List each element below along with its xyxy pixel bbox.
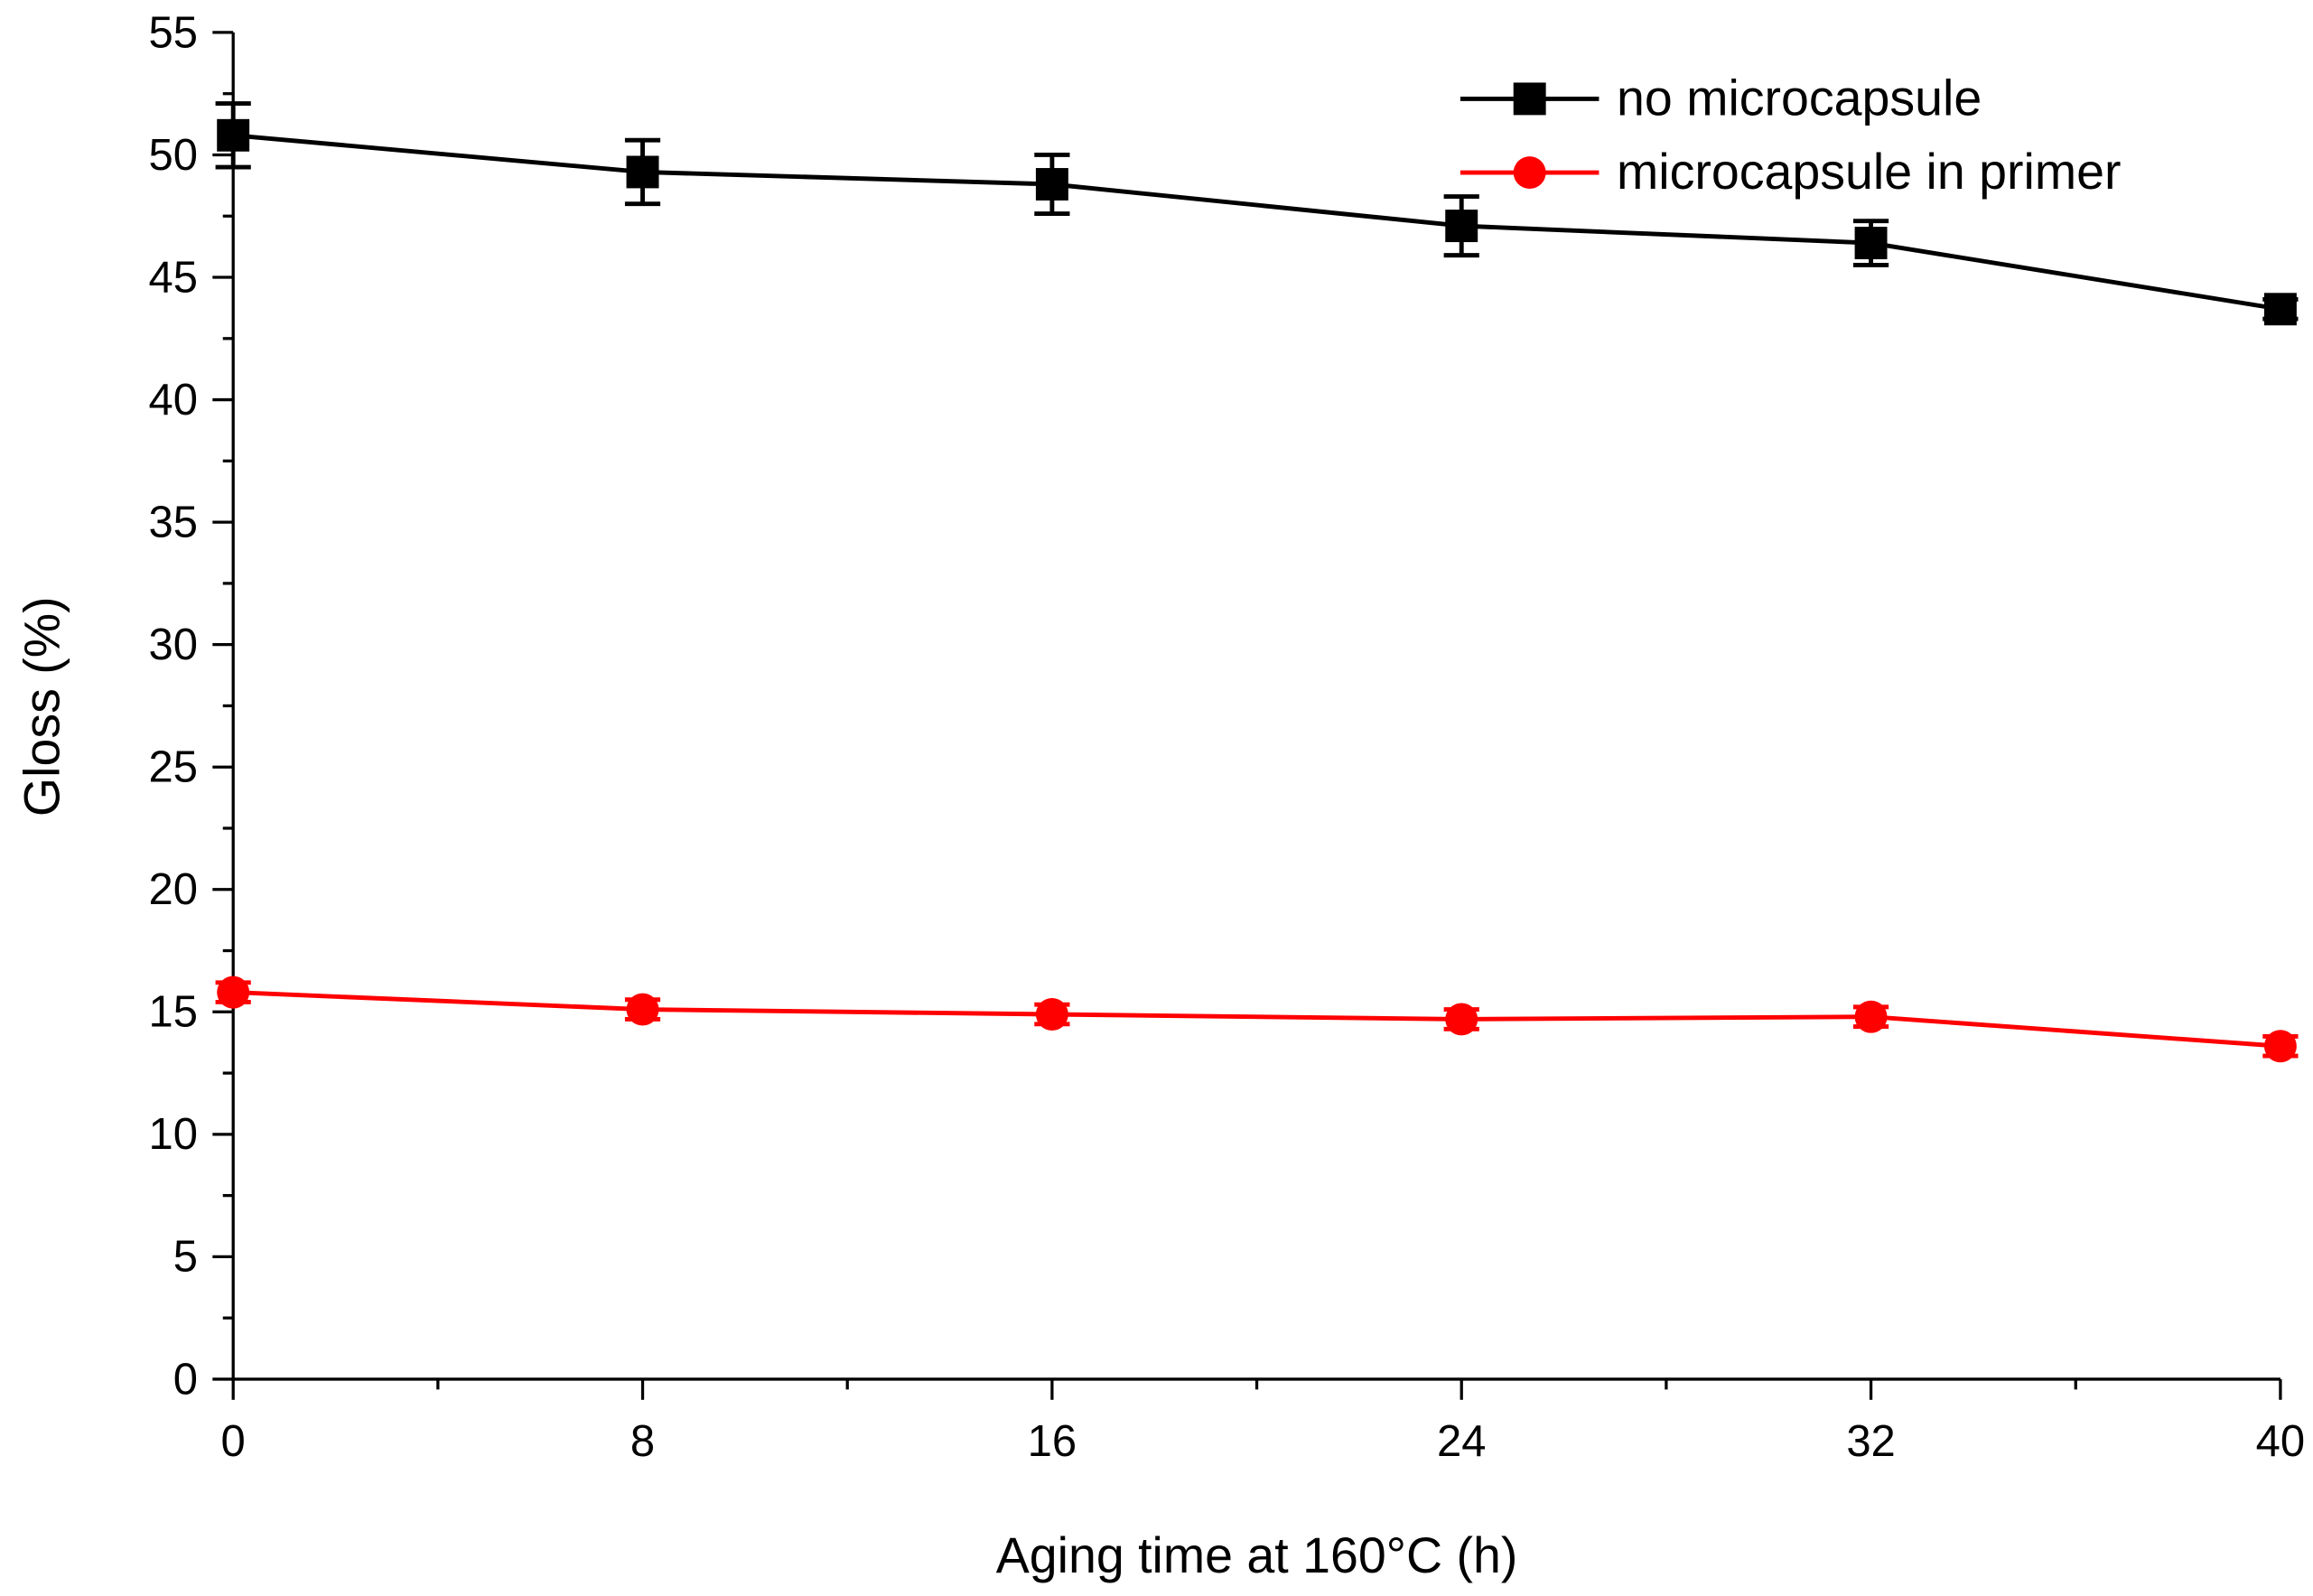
data-point <box>2263 1030 2297 1063</box>
data-point <box>217 118 250 152</box>
y-tick-label: 20 <box>148 865 197 914</box>
x-tick-label: 24 <box>1437 1417 1487 1466</box>
legend-label: microcapsule in primer <box>1617 144 2121 200</box>
y-tick-label: 5 <box>173 1233 198 1282</box>
x-tick-label: 40 <box>2256 1417 2306 1466</box>
series-line <box>232 133 2281 312</box>
data-point <box>1854 1000 1888 1033</box>
y-tick-label: 15 <box>148 988 197 1037</box>
x-tick-label: 16 <box>1028 1417 1077 1466</box>
x-tick-label: 32 <box>1846 1417 1896 1466</box>
x-tick-label: 0 <box>221 1417 246 1466</box>
y-tick-label: 30 <box>148 621 197 669</box>
y-tick-label: 25 <box>148 743 197 792</box>
data-point <box>1445 1003 1478 1036</box>
y-tick-label: 35 <box>148 498 197 546</box>
data-point <box>1035 168 1068 201</box>
y-tick-label: 10 <box>148 1110 197 1159</box>
x-axis-title: Aging time at 160°C (h) <box>996 1527 1518 1583</box>
y-tick-label: 0 <box>173 1355 198 1404</box>
y-tick-label: 45 <box>148 253 197 302</box>
data-point <box>2263 293 2297 326</box>
legend-marker <box>1513 156 1546 190</box>
data-point <box>1445 210 1478 243</box>
x-tick-label: 8 <box>630 1417 655 1466</box>
series-line <box>233 990 2281 1049</box>
data-point <box>1854 227 1888 260</box>
data-point <box>1035 998 1068 1031</box>
data-point <box>626 993 659 1026</box>
y-tick-label: 40 <box>148 376 197 425</box>
y-axis-title: Gloss (%) <box>14 596 70 817</box>
data-point <box>217 975 250 1009</box>
legend-marker <box>1513 82 1546 116</box>
y-tick-label: 55 <box>148 8 197 57</box>
legend-label: no microcapsule <box>1617 70 1982 126</box>
data-point <box>626 155 659 189</box>
y-tick-label: 50 <box>148 131 197 180</box>
